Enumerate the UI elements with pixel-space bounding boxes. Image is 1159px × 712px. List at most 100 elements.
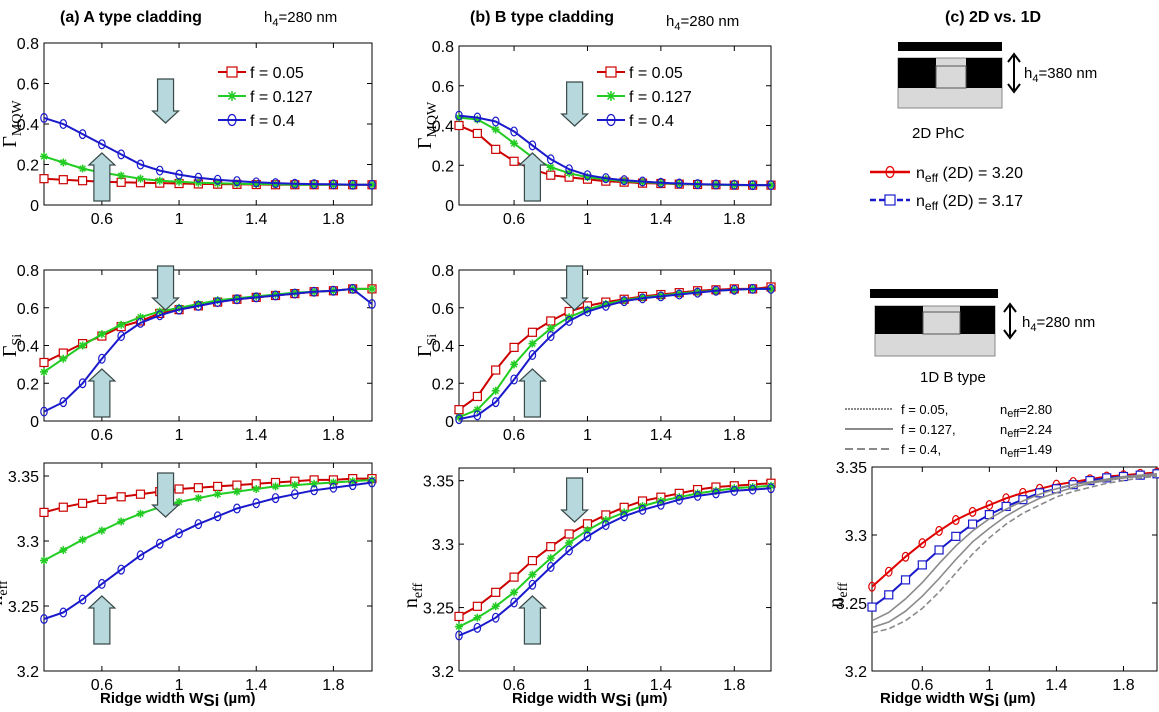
data-point (271, 178, 280, 189)
legend-label: neff (2D) = 3.17 (916, 193, 1023, 213)
data-point (59, 118, 68, 129)
legend-label: f = 0.4, (901, 442, 941, 457)
data-point (98, 139, 106, 150)
data-point (329, 482, 338, 493)
data-point (175, 169, 183, 180)
data-point (509, 342, 519, 352)
y-axis-label: neff (400, 583, 426, 609)
title-b: (b) B type cladding (470, 9, 614, 26)
data-point (310, 479, 319, 488)
data-point (227, 91, 237, 101)
series-line (871, 475, 1158, 634)
data-point (884, 590, 894, 600)
data-point (175, 303, 184, 312)
schematic-ridge (935, 65, 967, 89)
plot-a-si: 0.6 1 1.4 1.8 0 0.2 0.4 0.6 0.8 ΓSi (0, 263, 377, 444)
data-point (233, 176, 241, 187)
x-tick-label: 1 (583, 677, 592, 694)
data-point (155, 538, 164, 549)
y-tick-label: 3.35 (423, 474, 454, 491)
h4-label-c-top: h4=380 nm (1024, 65, 1097, 85)
data-point (39, 174, 49, 184)
data-point (213, 481, 223, 491)
legend-label: f = 0.127 (629, 89, 692, 106)
data-point (473, 613, 482, 622)
legend-neff: neff=1.49 (1000, 442, 1052, 460)
data-point (693, 287, 702, 298)
y-tick-label: 0.4 (432, 339, 454, 356)
data-point (290, 180, 299, 189)
data-point (252, 177, 261, 188)
legend-label: f = 0.4 (250, 113, 295, 130)
x-tick-label: 1.8 (1112, 677, 1134, 694)
dimension-arrow-heads (1003, 302, 1017, 340)
annotation-arrow (517, 595, 547, 645)
data-point (546, 554, 555, 563)
data-point (528, 339, 537, 348)
annotation-arrow (151, 265, 181, 311)
data-point (310, 286, 318, 297)
data-point (510, 597, 518, 608)
annotation-arrow (151, 78, 181, 124)
schematic-right-block (960, 306, 995, 334)
data-point (918, 538, 927, 549)
data-point (767, 283, 775, 294)
x-tick-label: 1 (175, 211, 184, 228)
data-point (952, 515, 960, 526)
x-tick-label: 1 (583, 427, 592, 444)
y-axis-label: ΓSi (414, 334, 440, 357)
data-point (606, 113, 616, 127)
data-point (693, 490, 702, 501)
y-tick-label: 3.25 (836, 596, 867, 613)
y-tick-label: 0.4 (17, 339, 39, 356)
data-point (657, 499, 665, 510)
data-point (40, 367, 48, 376)
annotation-arrow (517, 152, 547, 202)
y-tick-label: 0.8 (17, 263, 39, 280)
data-point (136, 174, 145, 183)
y-tick-label: 3.35 (836, 460, 867, 477)
data-point (675, 494, 684, 505)
x-tick-label: 1.4 (245, 211, 267, 228)
data-point (310, 485, 318, 496)
data-point (117, 320, 126, 329)
y-tick-label: 0.6 (432, 301, 454, 318)
data-point (116, 492, 126, 502)
data-point (528, 349, 537, 360)
data-point (194, 172, 203, 183)
data-point (602, 520, 610, 531)
data-point (473, 410, 482, 421)
data-point (867, 602, 877, 612)
data-point (194, 494, 203, 503)
data-point (546, 170, 556, 180)
data-point (97, 330, 106, 339)
data-point (601, 516, 610, 525)
data-point (601, 299, 610, 308)
y-tick-label: 0.2 (432, 376, 454, 393)
data-point (59, 397, 68, 408)
data-point (473, 405, 482, 414)
data-point (712, 488, 720, 499)
data-point (77, 498, 88, 508)
data-point (748, 180, 757, 191)
y-tick-label: 0 (445, 198, 454, 215)
data-point (528, 570, 537, 579)
y-tick-label: 0.8 (432, 263, 454, 280)
data-point (675, 493, 684, 502)
data-point (117, 331, 125, 342)
data-point (290, 481, 299, 490)
x-tick-label: 1.4 (245, 677, 267, 694)
data-point (117, 564, 125, 575)
data-point (885, 165, 895, 179)
data-point (348, 283, 357, 294)
y-axis-label: ΓMQW (0, 100, 25, 148)
annotation-arrow (87, 368, 117, 418)
data-point (564, 529, 574, 539)
y-axis-label: ΓMQW (414, 101, 440, 149)
data-point (730, 284, 739, 295)
x-tick-label: 1.4 (245, 427, 267, 444)
x-tick-label: 1.4 (650, 677, 672, 694)
data-point (271, 493, 280, 504)
